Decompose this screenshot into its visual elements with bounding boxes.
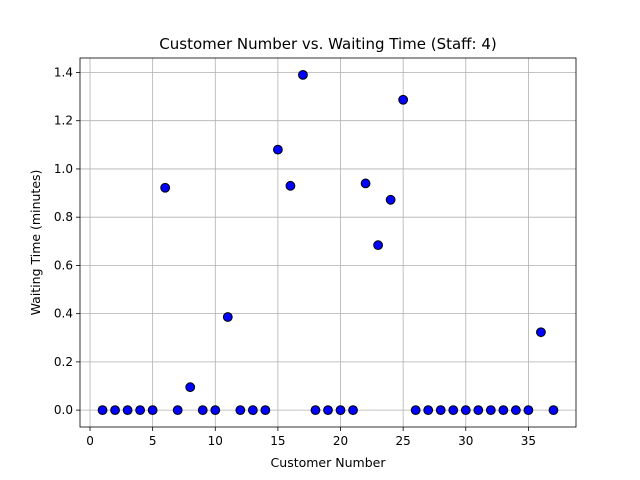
x-tick-label: 35 bbox=[521, 434, 536, 448]
data-point bbox=[135, 405, 146, 416]
data-point bbox=[423, 405, 434, 416]
data-point bbox=[160, 182, 171, 193]
data-point bbox=[435, 405, 446, 416]
data-point bbox=[260, 405, 271, 416]
data-point bbox=[323, 405, 333, 416]
data-points bbox=[97, 69, 559, 416]
y-tick-label: 0.8 bbox=[54, 210, 73, 224]
data-point bbox=[272, 144, 283, 155]
data-point bbox=[210, 405, 221, 416]
data-point bbox=[510, 405, 521, 416]
grid bbox=[80, 58, 576, 427]
data-point bbox=[498, 405, 509, 416]
y-tick-label: 0.6 bbox=[54, 258, 73, 272]
data-point bbox=[172, 405, 183, 416]
data-point bbox=[536, 327, 546, 338]
data-point bbox=[385, 194, 396, 205]
data-point bbox=[235, 405, 246, 416]
plot-frame bbox=[79, 57, 577, 428]
data-point bbox=[360, 178, 371, 189]
data-point bbox=[298, 69, 308, 80]
data-point bbox=[348, 405, 358, 416]
y-tick-label: 1.2 bbox=[54, 114, 73, 128]
data-point bbox=[147, 405, 158, 416]
y-tick-label: 1.4 bbox=[54, 65, 73, 79]
axes: 0 5 10 15 20 25 30 35 0.0 0.2 0.4 0.6 0.8 1.0 1.2 1.4 bbox=[54, 57, 577, 448]
data-point bbox=[97, 405, 108, 416]
data-point bbox=[285, 180, 296, 191]
x-tick-label: 10 bbox=[208, 434, 223, 448]
y-tick-label: 0.0 bbox=[54, 403, 73, 417]
data-point bbox=[548, 405, 559, 416]
data-point bbox=[222, 312, 233, 322]
data-point bbox=[473, 405, 484, 416]
data-point bbox=[247, 405, 258, 416]
x-tick-label: 25 bbox=[396, 434, 411, 448]
data-point bbox=[335, 405, 346, 416]
data-point bbox=[448, 405, 459, 416]
x-axis-label: Customer Number bbox=[271, 455, 387, 470]
data-point bbox=[310, 405, 321, 416]
chart-title: Customer Number vs. Waiting Time (Staff:… bbox=[159, 35, 496, 53]
y-axis-label: Waiting Time (minutes) bbox=[28, 170, 43, 316]
data-point bbox=[485, 405, 496, 416]
data-point bbox=[523, 405, 534, 416]
x-tick-label: 0 bbox=[86, 434, 94, 448]
y-tick-label: 1.0 bbox=[54, 162, 73, 176]
x-tick-label: 20 bbox=[333, 434, 348, 448]
data-point bbox=[398, 94, 409, 105]
y-tick-label: 0.4 bbox=[54, 307, 73, 321]
data-point bbox=[122, 405, 133, 416]
data-point bbox=[373, 240, 384, 251]
data-point bbox=[197, 405, 208, 416]
data-point bbox=[410, 405, 421, 416]
x-tick-label: 5 bbox=[149, 434, 157, 448]
x-tick-label: 30 bbox=[458, 434, 473, 448]
data-point bbox=[110, 405, 120, 416]
data-point bbox=[460, 405, 471, 416]
data-point bbox=[185, 382, 196, 393]
x-tick-label: 15 bbox=[270, 434, 285, 448]
y-tick-label: 0.2 bbox=[54, 355, 73, 369]
